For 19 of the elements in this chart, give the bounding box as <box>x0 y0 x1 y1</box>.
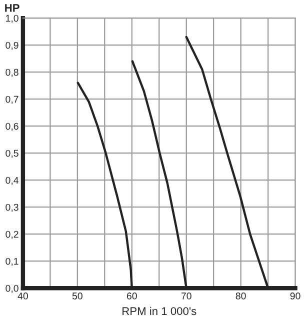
y-tick-label: 0,6 <box>6 122 18 131</box>
x-tick-label: 40 <box>18 292 28 300</box>
y-tick-label: 0,8 <box>6 68 18 77</box>
y-tick-label: 0,7 <box>6 96 18 104</box>
y-axis-title: HP <box>5 4 20 12</box>
y-tick-label: 0,2 <box>6 230 18 239</box>
y-tick-label: 0,9 <box>6 42 18 50</box>
x-tick-label: 90 <box>290 292 300 300</box>
x-tick-label: 70 <box>181 292 192 300</box>
y-tick-label: 0,4 <box>6 176 18 185</box>
x-axis-title: RPM in 1 000's <box>122 306 196 316</box>
y-tick-label: 1,0 <box>6 14 18 23</box>
y-tick-label: 0,3 <box>6 204 18 212</box>
y-tick-label: 0,1 <box>6 258 18 266</box>
x-tick-label: 60 <box>126 292 137 300</box>
x-tick-label: 50 <box>72 292 82 300</box>
x-tick-label: 80 <box>236 292 246 300</box>
y-tick-label: 0,0 <box>6 284 18 293</box>
y-tick-label: 0,5 <box>6 150 18 158</box>
